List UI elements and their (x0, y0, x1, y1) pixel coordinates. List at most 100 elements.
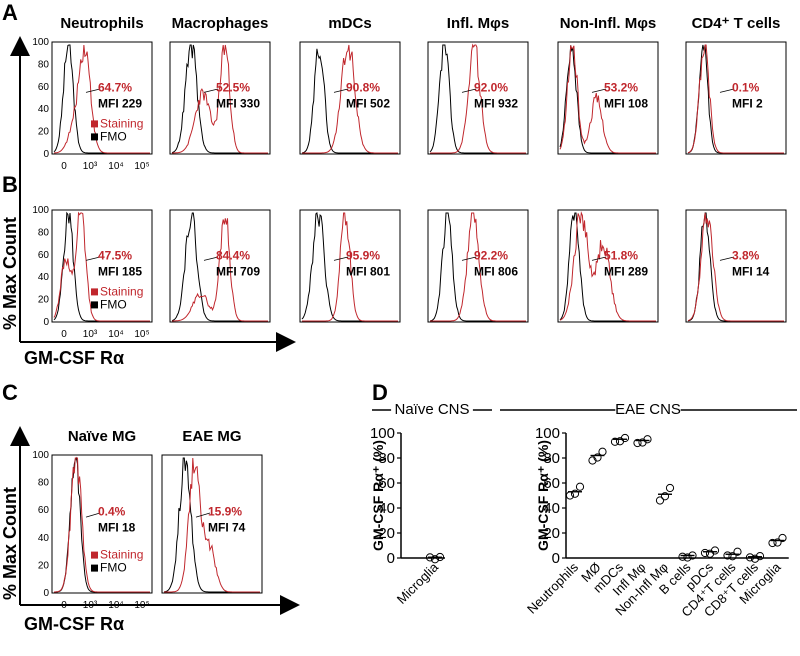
panel-a-legend-fmo-swatch (91, 133, 98, 141)
dot-point-1-9-2 (778, 533, 787, 543)
dot-point-1-5-1 (683, 553, 692, 562)
panel-b-staining-curve-2 (302, 212, 398, 322)
panel-a-percent-5: 0.1% (732, 80, 760, 94)
panel-b-mfi-4: MFI 289 (604, 264, 648, 278)
panel-a-y-tick-0: 100 (32, 37, 49, 48)
panel-a-histogram-3: Infl. Mφs 92.0% MFI 932 (427, 15, 529, 155)
panel-b-staining-curve-1 (172, 218, 268, 322)
panel-b-histogram-5: 3.8% MFI 14 (685, 209, 787, 323)
panel-c-title-0: Naïve MG (68, 428, 136, 445)
panel-a-staining-curve-3 (430, 43, 526, 154)
panel-label-a: A (2, 0, 18, 25)
panel-a-percent-4: 53.2% (604, 80, 638, 94)
group-header-bg-0 (391, 400, 473, 418)
panel-b-mfi-3: MFI 806 (474, 264, 518, 278)
dot-category-label-1-0: Neutrophils (524, 559, 581, 616)
panel-a-histogram-1: Macrophages 52.5% MFI 330 (169, 15, 271, 155)
panel-c-x-tick-3: 10⁵ (134, 600, 149, 611)
panel-a-percent-3: 92.0% (474, 80, 508, 94)
panel-c-title-1: EAE MG (182, 428, 241, 445)
panel-a-gate-line-5 (719, 88, 735, 93)
panel-a-percent-0: 64.7% (98, 80, 132, 94)
panel-c-x-tick-1: 10³ (83, 600, 98, 611)
panel-b-histogram-2: 95.9% MFI 801 (299, 209, 401, 323)
dot-y-tick-1-4: 80 (543, 450, 560, 467)
panel-b-x-tick-0: 0 (61, 329, 67, 340)
panel-b-legend-fmo-label: FMO (100, 297, 127, 311)
panel-b-histogram-0: 100 80 60 40 20 0 0 10³ 10⁴ 10⁵ 47.5% MFI 185 Staini… (32, 205, 153, 340)
panel-c-x-tick-2: 10⁴ (108, 600, 123, 611)
panel-b-frame-2 (299, 209, 401, 323)
c-x-axis-label: GM-CSF Rα (24, 614, 124, 634)
panel-c-y-tick-4: 20 (38, 560, 50, 571)
panel-c-percent-1: 15.9% (208, 505, 242, 519)
panel-c-histogram-0: Naïve MG 100 80 60 40 20 0 0 10³ 10⁴ 10⁵ 0.4% MFI 18… (32, 428, 153, 611)
dot-point-1-0-1 (570, 489, 580, 498)
panel-label-d: D (372, 380, 388, 405)
group-header-bg-1 (615, 400, 681, 418)
panel-b-x-tick-2: 10⁴ (108, 329, 123, 340)
panel-a-frame-2 (299, 41, 401, 155)
panel-b-percent-5: 3.8% (732, 248, 760, 262)
panel-b-gate-line-1 (203, 256, 219, 261)
panel-b-percent-3: 92.2% (474, 248, 508, 262)
panel-a-staining-curve-5 (687, 44, 784, 154)
panel-a-y-tick-4: 20 (38, 127, 50, 138)
panel-b-frame-5 (685, 209, 787, 323)
panel-b-mfi-5: MFI 14 (732, 264, 770, 278)
panel-a-histogram-4: Non-Infl. Mφs 53.2% MFI 108 (557, 15, 659, 155)
panel-a-x-tick-2: 10⁴ (108, 161, 123, 172)
group-header-label-1: EAE CNS (615, 401, 681, 418)
panel-b-frame-1 (169, 209, 271, 323)
panel-b-percent-2: 95.9% (346, 248, 380, 262)
dot-y-tick-1-5: 100 (535, 425, 560, 442)
dot-point-1-6-2 (710, 546, 720, 555)
panel-b-legend-staining-swatch (91, 288, 98, 296)
panel-a-legend-staining-swatch (91, 120, 98, 128)
panel-a-y-tick-2: 60 (38, 82, 50, 93)
dot-point-1-5-0 (678, 552, 687, 561)
panel-a-title-2: mDCs (328, 15, 371, 32)
panel-b-y-tick-2: 60 (38, 250, 50, 261)
panel-a-mfi-0: MFI 229 (98, 96, 142, 110)
panel-c-x-tick-0: 0 (61, 600, 67, 611)
panel-b-y-tick-0: 100 (32, 205, 49, 216)
panel-b-legend-staining-label: Staining (100, 284, 143, 298)
panel-b-histogram-1: 84.4% MFI 709 (169, 209, 271, 323)
dot-y-tick-1-1: 20 (543, 525, 560, 542)
panel-a-frame-4 (557, 41, 659, 155)
dot-y-axis-label-0: GM-CSF Rα⁺ (%) (370, 440, 386, 551)
dot-point-1-0-0 (565, 491, 575, 500)
panel-c-staining-curve-1 (164, 457, 260, 593)
panel-a-percent-2: 90.8% (346, 80, 380, 94)
panel-a-gate-line-3 (461, 88, 477, 93)
panel-b-percent-0: 47.5% (98, 248, 132, 262)
panel-b-y-tick-4: 20 (38, 295, 50, 306)
dot-point-1-1-2 (598, 447, 607, 456)
panel-a-histogram-0: Neutrophils 100 80 60 40 20 0 0 10³ 10⁴ 10⁵ 64.7% MF… (32, 15, 153, 172)
dot-category-label-0-0: Microglia (394, 559, 442, 607)
panel-a-frame-3 (427, 41, 529, 155)
dot-y-tick-1-2: 40 (543, 500, 560, 517)
panel-b-staining-curve-4 (559, 211, 656, 322)
panel-a-y-tick-1: 80 (38, 59, 50, 70)
dot-point-1-4-0 (655, 496, 665, 505)
ab-y-axis-label: % Max Count (0, 217, 20, 330)
panel-c-y-tick-1: 80 (38, 478, 50, 489)
panel-c-legend-staining-swatch (91, 551, 98, 559)
panel-c-percent-0: 0.4% (98, 505, 126, 519)
panel-c-y-tick-3: 40 (38, 533, 50, 544)
panel-a-mfi-1: MFI 330 (216, 96, 260, 110)
dot-point-1-2-0 (610, 437, 620, 446)
dot-y-tick-1-3: 60 (543, 475, 560, 492)
dot-y-tick-0-2: 40 (378, 500, 395, 517)
panel-a-mfi-5: MFI 2 (732, 96, 763, 110)
dot-point-0-0-1 (430, 555, 440, 564)
panel-a-frame-0 (51, 41, 153, 155)
dot-point-1-9-1 (773, 538, 782, 547)
panel-a-frame-1 (169, 41, 271, 155)
panel-a-title-3: Infl. Mφs (447, 15, 509, 32)
panel-b-staining-curve-3 (430, 212, 526, 322)
panel-c-frame-0 (51, 454, 153, 594)
